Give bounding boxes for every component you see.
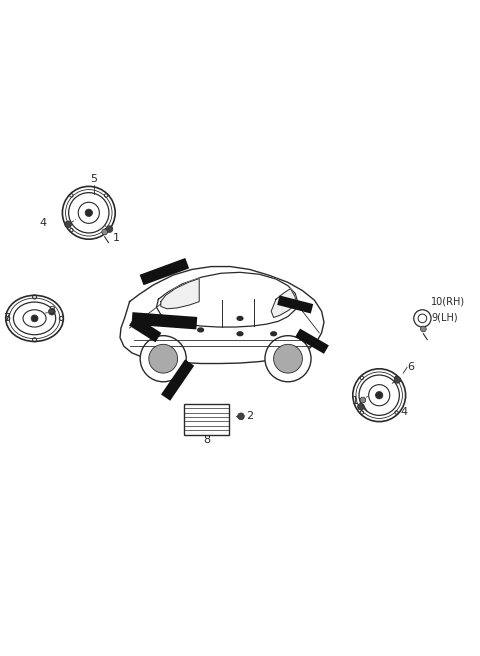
Circle shape [375,392,383,399]
Text: 8: 8 [203,434,210,445]
Text: 10(RH): 10(RH) [431,297,465,306]
Circle shape [420,326,426,332]
Text: 7: 7 [3,314,10,323]
Circle shape [238,413,244,420]
Text: 5: 5 [90,174,97,184]
Text: 3: 3 [48,306,55,316]
Text: 6: 6 [407,362,414,373]
Circle shape [102,229,108,235]
Ellipse shape [237,316,243,320]
Text: 2: 2 [246,411,253,421]
Ellipse shape [237,332,243,336]
Ellipse shape [198,328,204,332]
Circle shape [85,209,93,216]
Circle shape [360,397,366,403]
Polygon shape [156,272,298,327]
Ellipse shape [271,332,276,336]
Text: 9(LH): 9(LH) [431,313,457,323]
Polygon shape [120,266,324,363]
Text: 1: 1 [352,396,359,406]
Polygon shape [271,289,295,318]
Text: 4: 4 [40,218,47,228]
Polygon shape [161,279,199,309]
Circle shape [394,377,401,383]
Circle shape [31,315,38,322]
Ellipse shape [158,321,164,325]
Text: 4: 4 [400,407,408,417]
Circle shape [358,403,364,410]
Circle shape [106,226,113,232]
Circle shape [48,308,55,315]
Circle shape [140,336,186,382]
Circle shape [65,221,72,228]
Text: 1: 1 [113,233,120,243]
Circle shape [265,336,311,382]
Circle shape [149,344,178,373]
Circle shape [274,344,302,373]
